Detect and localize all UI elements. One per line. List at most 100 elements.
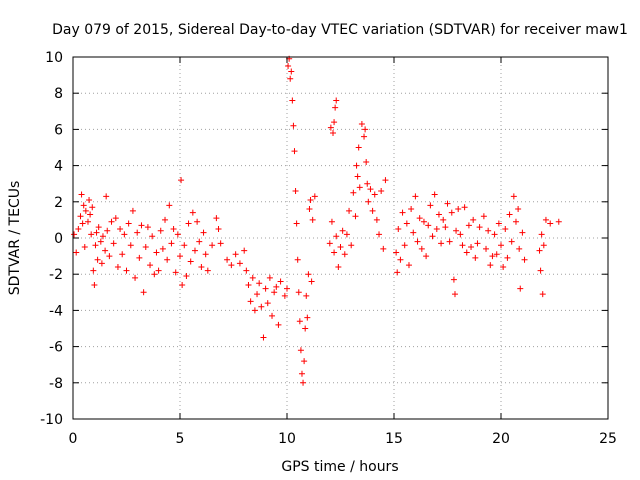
data-point <box>373 216 380 223</box>
data-point <box>269 312 276 319</box>
data-point <box>399 209 406 216</box>
data-point <box>378 187 385 194</box>
data-point <box>480 213 487 220</box>
data-point <box>397 256 404 263</box>
data-point <box>200 229 207 236</box>
data-point <box>194 218 201 225</box>
data-point <box>187 258 194 265</box>
data-point <box>425 222 432 229</box>
data-point <box>97 238 104 245</box>
data-point <box>260 334 267 341</box>
data-point <box>125 220 132 227</box>
data-point <box>285 63 292 70</box>
data-point <box>73 249 80 256</box>
data-point <box>82 207 89 214</box>
data-point <box>236 260 243 267</box>
data-point <box>103 193 110 200</box>
data-point <box>104 227 111 234</box>
data-point <box>446 238 453 245</box>
data-point <box>292 187 299 194</box>
data-point <box>474 240 481 247</box>
data-point <box>331 249 338 256</box>
data-point <box>241 247 248 254</box>
data-point <box>470 216 477 223</box>
data-point <box>465 222 472 229</box>
data-point <box>331 119 338 126</box>
data-point <box>293 220 300 227</box>
data-point <box>196 238 203 245</box>
data-point <box>92 242 99 249</box>
data-point <box>423 253 430 260</box>
data-point <box>444 200 451 207</box>
data-point <box>80 202 87 209</box>
data-point <box>333 97 340 104</box>
data-point <box>149 233 156 240</box>
data-point <box>209 242 216 249</box>
data-point <box>341 251 348 258</box>
data-point <box>78 191 85 198</box>
data-point <box>346 207 353 214</box>
data-point <box>476 224 483 231</box>
data-point <box>453 227 460 234</box>
data-point <box>185 220 192 227</box>
data-point <box>98 260 105 267</box>
data-point <box>416 215 423 222</box>
data-point <box>99 233 106 240</box>
data-point <box>91 282 98 289</box>
data-point <box>138 222 145 229</box>
data-point <box>90 267 97 274</box>
y-tick-label: 10 <box>45 50 63 66</box>
data-point <box>356 184 363 191</box>
data-point <box>117 225 124 232</box>
data-point <box>297 347 304 354</box>
data-point <box>393 249 400 256</box>
data-point <box>288 68 295 75</box>
data-point <box>376 231 383 238</box>
y-tick-label: -10 <box>40 412 63 428</box>
data-point <box>330 130 337 137</box>
data-point <box>77 213 84 220</box>
data-point <box>343 231 350 238</box>
data-point <box>309 216 316 223</box>
data-point <box>521 256 528 263</box>
data-point <box>451 291 458 298</box>
data-point <box>245 282 252 289</box>
data-points <box>71 55 562 386</box>
data-point <box>81 244 88 251</box>
data-point <box>258 303 265 310</box>
data-point <box>119 251 126 258</box>
data-point <box>302 325 309 332</box>
data-point <box>84 218 91 225</box>
data-point <box>363 158 370 165</box>
data-point <box>339 227 346 234</box>
y-tick-label: -8 <box>49 376 63 392</box>
data-point <box>132 274 139 281</box>
data-point <box>502 225 509 232</box>
x-tick-label: 0 <box>69 431 78 447</box>
data-point <box>364 180 371 187</box>
y-tick-label: 0 <box>54 231 63 247</box>
data-point <box>328 218 335 225</box>
data-point <box>275 321 282 328</box>
data-point <box>412 193 419 200</box>
data-point <box>539 291 546 298</box>
data-point <box>307 196 314 203</box>
data-point <box>273 283 280 290</box>
data-point <box>438 240 445 247</box>
data-point <box>123 267 130 274</box>
data-point <box>365 198 372 205</box>
data-point <box>350 189 357 196</box>
data-point <box>232 251 239 258</box>
data-point <box>251 307 258 314</box>
data-point <box>508 238 515 245</box>
data-point <box>420 218 427 225</box>
data-point <box>170 225 177 232</box>
data-point <box>348 242 355 249</box>
data-point <box>254 291 261 298</box>
data-point <box>306 206 313 213</box>
data-point <box>121 231 128 238</box>
data-point <box>204 267 211 274</box>
data-point <box>483 245 490 252</box>
data-point <box>442 224 449 231</box>
